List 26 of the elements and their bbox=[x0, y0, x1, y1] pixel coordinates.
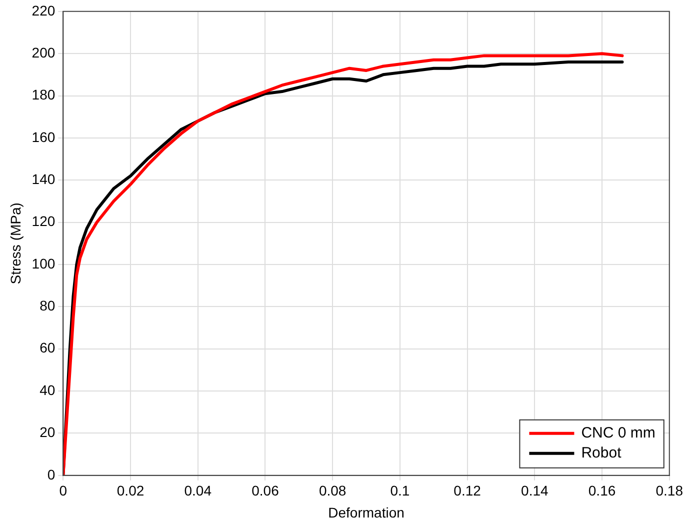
x-tick-label: 0.14 bbox=[521, 482, 548, 499]
y-axis-title: Stress (MPa) bbox=[7, 202, 24, 284]
x-tick-label: 0.06 bbox=[252, 482, 280, 499]
y-tick-label: 220 bbox=[32, 2, 56, 18]
y-tick-label: 180 bbox=[32, 86, 56, 103]
y-tick-label: 80 bbox=[40, 298, 56, 314]
y-tick-label: 0 bbox=[47, 466, 56, 482]
x-tick-label: 0.18 bbox=[656, 482, 684, 499]
y-tick-label: 160 bbox=[32, 128, 56, 145]
y-tick-label: 60 bbox=[40, 340, 56, 356]
x-tick-label: 0.08 bbox=[318, 482, 346, 499]
y-tick-label: 100 bbox=[32, 255, 56, 272]
x-tick-label: 0.02 bbox=[116, 482, 144, 499]
legend-label: CNC 0 mm bbox=[581, 424, 656, 442]
x-tick-label: 0 bbox=[59, 482, 68, 499]
x-axis-title: Deformation bbox=[328, 504, 404, 520]
legend-label: Robot bbox=[581, 444, 622, 462]
x-tick-label: 0.1 bbox=[390, 482, 410, 499]
x-tick-label: 0.04 bbox=[184, 482, 212, 499]
y-tick-label: 120 bbox=[32, 213, 56, 230]
x-tick-label: 0.16 bbox=[588, 482, 616, 499]
y-tick-label: 20 bbox=[40, 424, 56, 440]
y-tick-label: 140 bbox=[32, 170, 56, 187]
y-tick-label: 200 bbox=[32, 44, 56, 60]
x-tick-label: 0.12 bbox=[454, 482, 482, 499]
y-tick-label: 40 bbox=[40, 382, 56, 398]
